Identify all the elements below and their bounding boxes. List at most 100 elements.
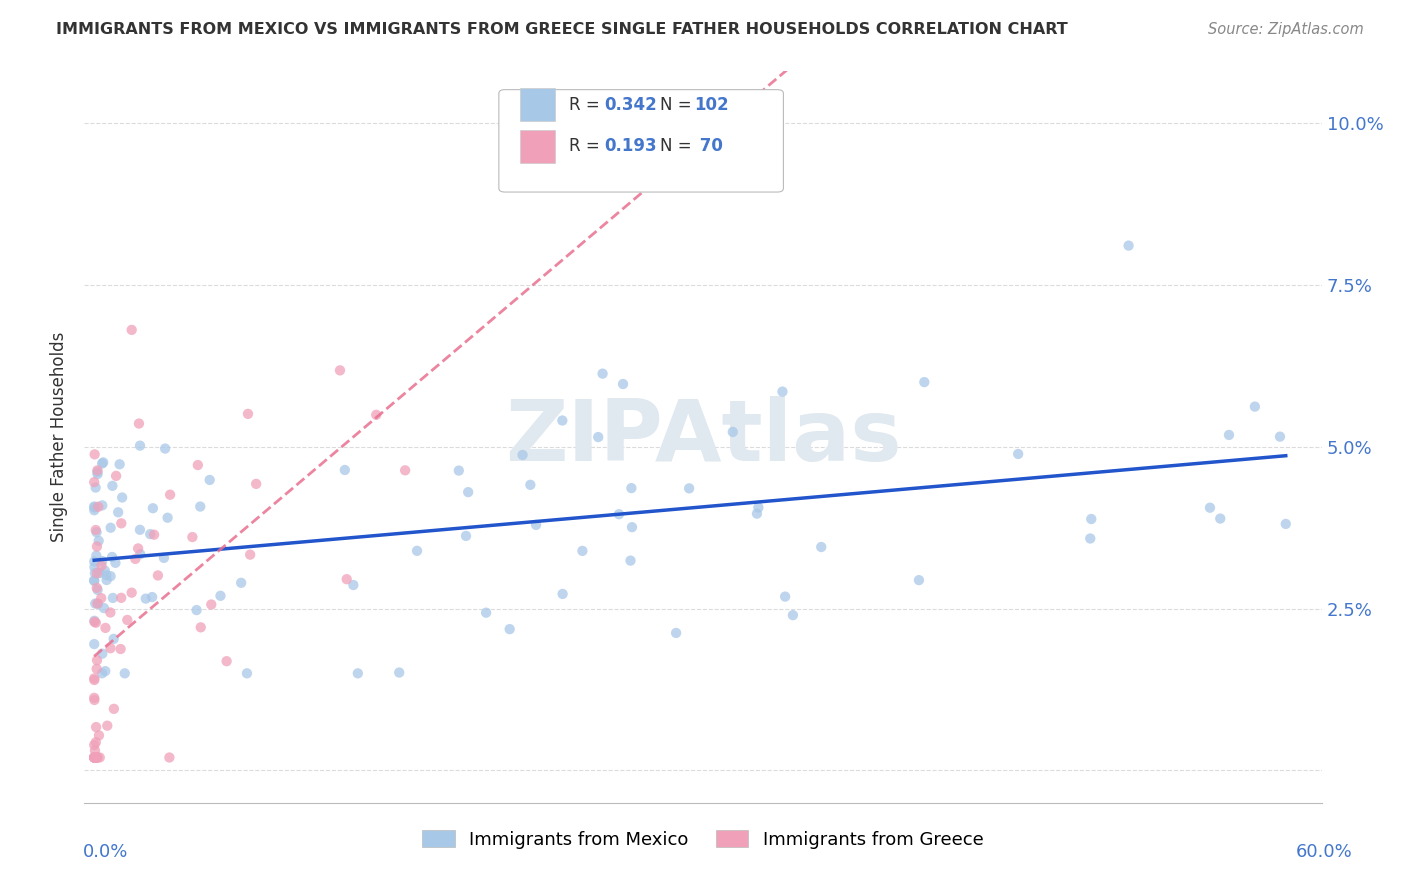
Point — [329, 363, 352, 377]
Point — [103, 702, 125, 716]
Point — [586, 430, 609, 444]
Text: R =: R = — [569, 137, 606, 155]
Text: N =: N = — [659, 137, 696, 155]
Point — [772, 384, 794, 399]
Point — [90, 558, 112, 573]
Point — [142, 501, 165, 516]
Point — [100, 606, 122, 620]
Point — [1218, 428, 1240, 442]
Text: Source: ZipAtlas.com: Source: ZipAtlas.com — [1208, 22, 1364, 37]
Point — [83, 672, 105, 686]
Point — [87, 728, 110, 742]
Point — [406, 544, 429, 558]
Point — [156, 510, 179, 524]
Point — [1199, 500, 1222, 515]
Point — [620, 481, 643, 495]
Point — [1078, 532, 1101, 546]
Text: 0.342: 0.342 — [605, 95, 657, 113]
Point — [96, 568, 118, 582]
Point — [121, 323, 143, 337]
Point — [83, 555, 105, 569]
Point — [100, 569, 122, 583]
Point — [619, 553, 641, 567]
Point — [84, 735, 107, 749]
Text: 60.0%: 60.0% — [1296, 843, 1353, 861]
Point — [1209, 511, 1232, 525]
Point — [333, 463, 356, 477]
Text: R =: R = — [569, 95, 606, 113]
Point — [912, 375, 935, 389]
Point — [457, 485, 479, 500]
Point — [159, 488, 181, 502]
Point — [620, 520, 643, 534]
Text: 0.193: 0.193 — [605, 137, 657, 155]
Point — [215, 654, 238, 668]
Point — [551, 413, 574, 427]
Point — [86, 465, 108, 479]
Point — [499, 622, 522, 636]
Point — [83, 500, 105, 514]
Point — [86, 463, 108, 477]
Point — [86, 750, 108, 764]
Point — [747, 500, 769, 515]
Point — [157, 750, 180, 764]
Point — [124, 552, 146, 566]
Point — [810, 540, 832, 554]
Point — [84, 720, 107, 734]
Point — [83, 574, 105, 588]
Point — [84, 750, 107, 764]
Point — [612, 377, 634, 392]
Point — [1118, 238, 1140, 252]
Point — [87, 533, 110, 548]
Point — [129, 547, 152, 561]
Point — [86, 566, 108, 581]
Y-axis label: Single Father Households: Single Father Households — [51, 332, 69, 542]
Point — [1274, 516, 1296, 531]
Text: N =: N = — [659, 95, 696, 113]
Point — [108, 457, 131, 471]
Point — [188, 500, 211, 514]
Bar — [520, 88, 554, 121]
Legend: Immigrants from Mexico, Immigrants from Greece: Immigrants from Mexico, Immigrants from … — [415, 823, 991, 856]
Point — [366, 408, 388, 422]
Point — [83, 614, 105, 628]
Point — [236, 666, 259, 681]
Point — [94, 664, 117, 678]
Point — [721, 425, 744, 439]
Point — [128, 417, 150, 431]
Point — [94, 564, 117, 578]
Point — [96, 573, 118, 587]
Point — [782, 608, 804, 623]
Point — [87, 500, 110, 514]
Point — [245, 476, 267, 491]
Point — [908, 573, 931, 587]
Point — [110, 642, 132, 657]
Point — [146, 568, 169, 582]
Point — [84, 566, 107, 580]
Point — [91, 647, 114, 661]
Point — [86, 662, 108, 676]
Point — [394, 463, 416, 477]
Point — [86, 549, 108, 563]
Point — [84, 597, 107, 611]
Point — [86, 467, 108, 481]
FancyBboxPatch shape — [499, 90, 783, 192]
Point — [84, 481, 107, 495]
Point — [200, 598, 222, 612]
Text: IMMIGRANTS FROM MEXICO VS IMMIGRANTS FROM GREECE SINGLE FATHER HOUSEHOLDS CORREL: IMMIGRANTS FROM MEXICO VS IMMIGRANTS FRO… — [56, 22, 1069, 37]
Point — [83, 637, 105, 651]
Point — [117, 613, 139, 627]
Point — [336, 572, 359, 586]
Point — [86, 750, 108, 764]
Point — [127, 541, 149, 556]
Point — [347, 666, 370, 681]
Point — [111, 491, 134, 505]
Point — [190, 620, 212, 634]
Point — [121, 585, 143, 599]
Point — [110, 516, 132, 531]
Text: 70: 70 — [695, 137, 723, 155]
Point — [187, 458, 209, 472]
Point — [209, 589, 232, 603]
Point — [86, 582, 108, 597]
Point — [1268, 430, 1291, 444]
